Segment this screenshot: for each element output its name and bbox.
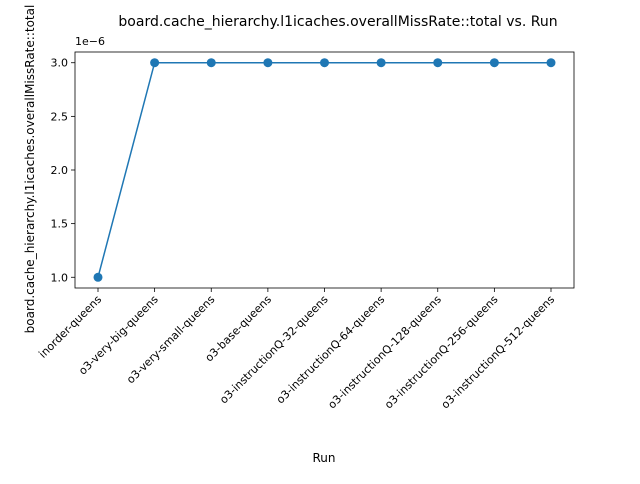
series-layer xyxy=(93,58,556,282)
data-point xyxy=(489,58,499,68)
y-tick-label: 2.5 xyxy=(51,110,69,123)
y-axis-ticks: 1.0 1.5 2.0 2.5 3.0 xyxy=(51,57,75,284)
chart-title: board.cache_hierarchy.l1icaches.overallM… xyxy=(118,14,557,30)
y-axis-scale-label: 1e−6 xyxy=(75,35,105,48)
data-point xyxy=(150,58,160,68)
y-tick-label: 2.0 xyxy=(51,164,69,177)
y-tick-label: 1.0 xyxy=(51,271,69,284)
x-axis-label: Run xyxy=(312,451,335,465)
y-tick-label: 3.0 xyxy=(51,57,69,70)
data-point xyxy=(263,58,273,68)
data-point xyxy=(376,58,386,68)
y-tick-label: 1.5 xyxy=(51,218,69,231)
data-point xyxy=(93,272,103,282)
y-axis-label: board.cache_hierarchy.l1icaches.overallM… xyxy=(23,5,37,334)
data-point xyxy=(546,58,556,68)
data-point xyxy=(206,58,216,68)
plot-area-frame xyxy=(74,51,575,289)
data-point xyxy=(433,58,443,68)
data-point xyxy=(320,58,329,68)
